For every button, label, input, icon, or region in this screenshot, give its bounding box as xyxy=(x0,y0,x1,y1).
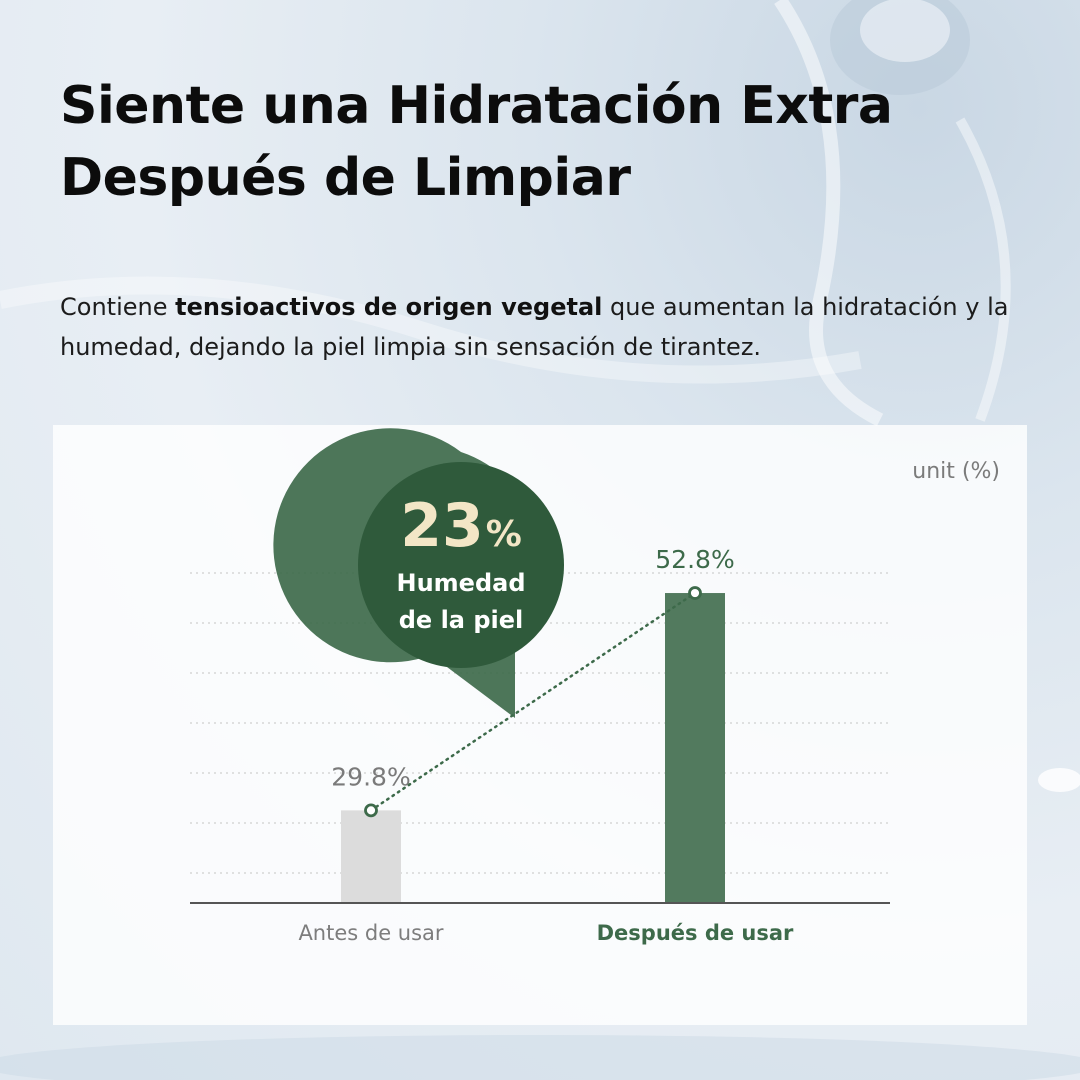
badge-number: 23 xyxy=(400,491,484,561)
unit-label: unit (%) xyxy=(912,459,1000,484)
title-line-2: Después de Limpiar xyxy=(60,148,631,208)
bar-after xyxy=(665,593,725,903)
connector xyxy=(364,586,702,818)
category-label: Después de usar xyxy=(597,921,794,945)
badge-value: 23% xyxy=(400,491,522,561)
description-bold-text: tensioactivos de origen vegetal xyxy=(175,293,603,321)
labels: 29.8% Antes de usar 52.8% Después de usar xyxy=(298,545,794,945)
bars xyxy=(341,593,725,903)
title-line-1: Siente una Hidratación Extra xyxy=(60,76,893,136)
bar-before xyxy=(341,810,401,903)
connector-line xyxy=(369,591,697,812)
description-text-2: que aumentan la hidratación y la humedad… xyxy=(60,293,1009,361)
badge-inner-circle xyxy=(358,462,564,668)
bar-chart: 29.8% Antes de usar 52.8% Después de usar u… xyxy=(190,428,1000,945)
page-title: Siente una Hidratación Extra Después de … xyxy=(60,70,960,214)
chart-panel: 29.8% Antes de usar 52.8% Después de usar u… xyxy=(53,425,1027,1025)
description: Contiene tensioactivos de origen vegetal… xyxy=(60,287,1030,367)
category-label: Antes de usar xyxy=(298,921,443,945)
point-marker xyxy=(364,803,378,818)
value-label: 52.8% xyxy=(655,545,734,574)
badge-label-line-2: de la piel xyxy=(399,606,524,634)
badge-label-line-1: Humedad xyxy=(396,569,525,597)
point-marker xyxy=(688,586,702,600)
value-label: 29.8% xyxy=(331,762,410,791)
description-text-1: Contiene xyxy=(60,293,176,321)
humidity-badge: 23% Humedad de la piel xyxy=(273,428,564,718)
badge-unit: % xyxy=(486,514,522,555)
